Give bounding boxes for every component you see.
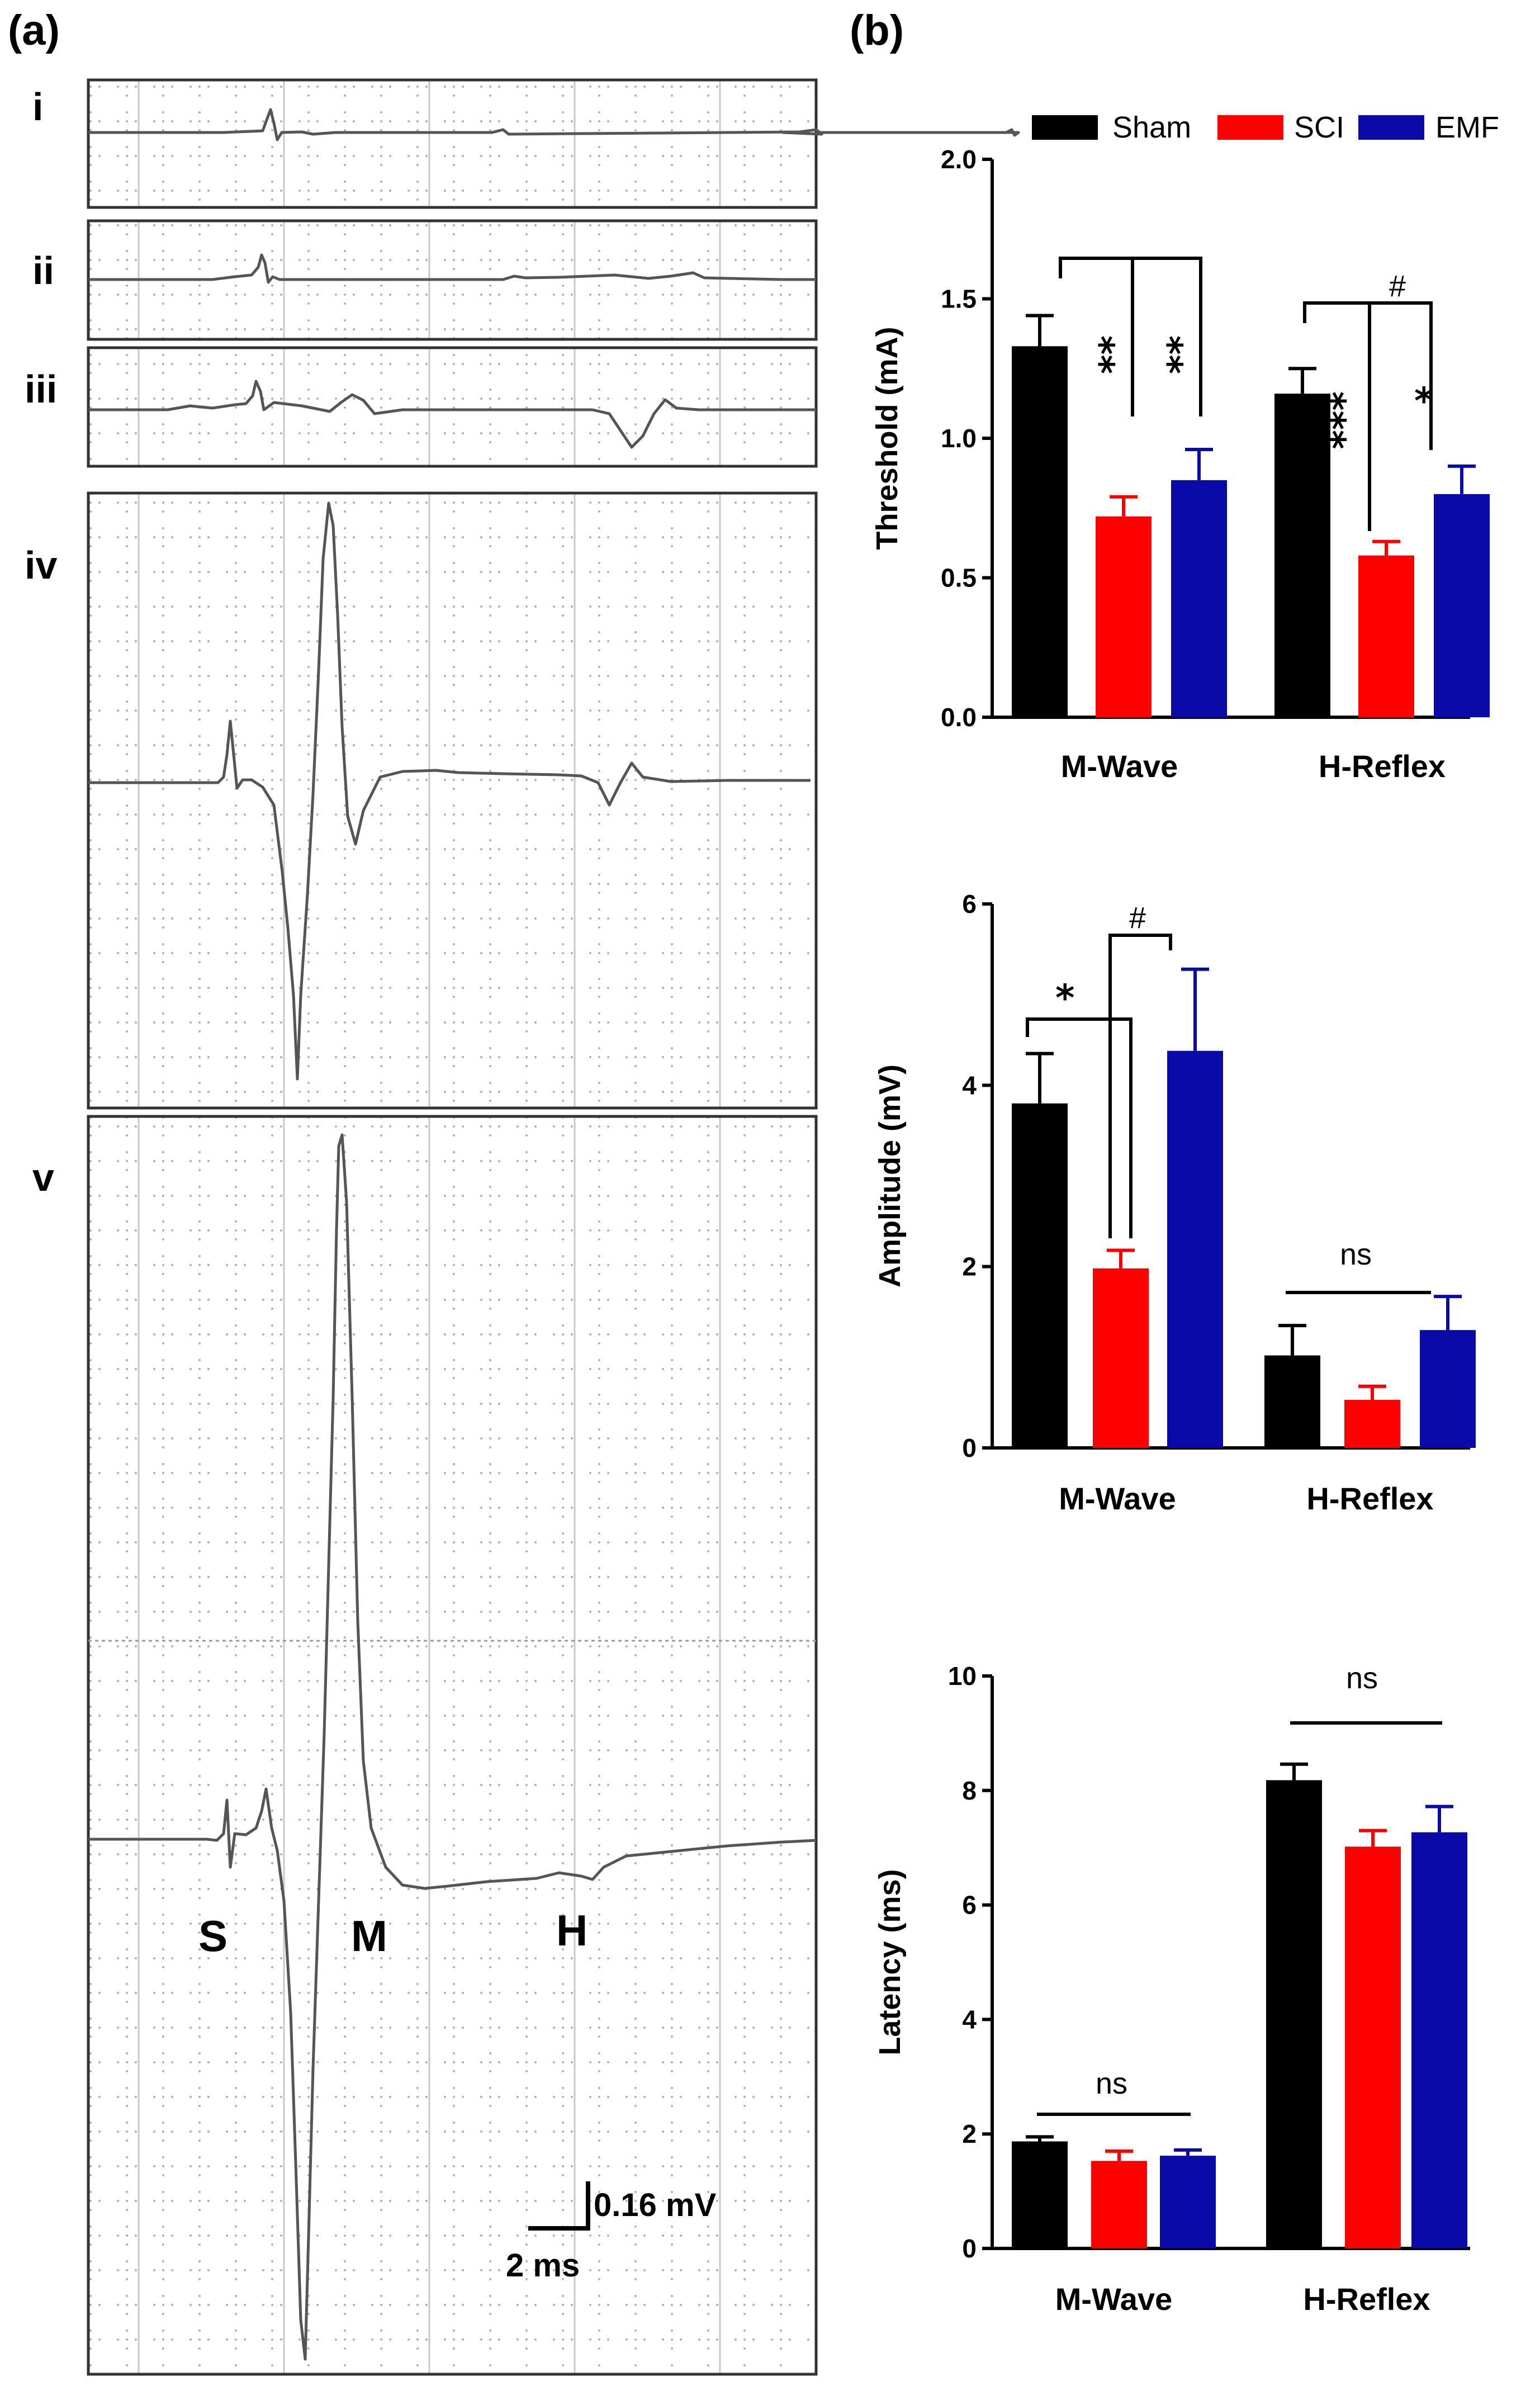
amplitude-m-right-hash: # — [1129, 901, 1146, 935]
bar-emf-h-reflex — [1420, 1330, 1476, 1448]
trace-iii-waveform — [88, 380, 816, 449]
bar-sci-m-wave — [1096, 516, 1152, 717]
bar-sci-m-wave — [1091, 2161, 1147, 2248]
bar-emf-m-wave — [1167, 1050, 1223, 1448]
amplitude-significance — [1026, 934, 1431, 1294]
trace-label-i: i — [32, 85, 43, 129]
y-axis-label: Latency (ms) — [873, 1869, 907, 2055]
y-tick-label: 6 — [962, 1891, 977, 1920]
panel-b-bar-charts: (b) Sham SCI EMF 0.0 0.5 1.0 1.5 2.0 Threshol… — [850, 7, 1499, 2317]
category-label: H-Reflex — [1319, 749, 1446, 784]
trace-box-3 — [87, 346, 818, 468]
y-axis-label: Amplitude (mV) — [873, 1064, 907, 1287]
panel-b-label: (b) — [850, 7, 904, 54]
trace-grid-5 — [88, 1116, 816, 2374]
y-tick-label: 2 — [962, 2119, 977, 2148]
trace-grid-4 — [88, 493, 816, 1108]
trace-label-iv: iv — [25, 543, 57, 587]
y-axis-label: Threshold (mA) — [870, 327, 904, 550]
threshold-m-emf-stars: ** — [1147, 335, 1190, 374]
latency-h-ns: ns — [1346, 1661, 1378, 1695]
h-wave-label: H — [556, 1906, 587, 1955]
bar-emf-h-reflex — [1411, 1832, 1467, 2248]
trace-i-waveform — [88, 108, 1020, 141]
y-tick-label: 2 — [962, 1252, 977, 1281]
y-tick-label: 4 — [962, 2005, 977, 2034]
category-label: M-Wave — [1055, 2281, 1173, 2317]
trace-ii-waveform — [88, 253, 816, 284]
bar-sci-h-reflex — [1345, 1846, 1401, 2248]
scale-bar: 0.16 mV 2 ms — [506, 2181, 717, 2284]
panel-a-label: (a) — [8, 7, 60, 54]
threshold-h-hash: # — [1389, 269, 1406, 303]
bar-emf-h-reflex — [1434, 494, 1490, 717]
bar-sham-h-reflex — [1264, 1355, 1320, 1448]
s-wave-label: S — [198, 1911, 228, 1961]
latency-significance — [1037, 1721, 1442, 2116]
trace-label-ii: ii — [32, 249, 54, 292]
latency-chart: 0 2 4 6 8 10 Latency (ms) M-Wave H-Reflex — [873, 1661, 1470, 2317]
legend-label-emf: EMF — [1435, 111, 1499, 144]
bar-sham-m-wave — [1012, 1103, 1068, 1448]
y-tick-label: 2.0 — [941, 145, 977, 174]
scale-bar-voltage: 0.16 mV — [594, 2187, 717, 2223]
bar-emf-m-wave — [1171, 480, 1227, 717]
threshold-m-sci-stars: ** — [1079, 335, 1122, 374]
panel-a-emg-traces: (a) i ii iii iv v S M H 0.16 mV 2 ms — [8, 7, 1020, 2376]
legend-label-sci: SCI — [1294, 111, 1344, 144]
y-tick-label: 6 — [962, 889, 977, 918]
trace-box-4 — [87, 491, 818, 1110]
bar-sham-h-reflex — [1266, 1780, 1322, 2248]
legend-label-sham: Sham — [1112, 111, 1191, 144]
legend-swatch-sham — [1032, 115, 1098, 140]
trace-label-iii: iii — [25, 367, 57, 411]
threshold-h-sci-stars: *** — [1310, 391, 1353, 449]
y-tick-label: 1.0 — [941, 424, 977, 453]
trace-iv-waveform — [88, 501, 811, 1081]
trace-box-5 — [87, 1115, 818, 2376]
threshold-h-emf-star: * — [1414, 380, 1434, 423]
m-wave-label: M — [351, 1911, 387, 1961]
amplitude-m-left-star: * — [1055, 977, 1075, 1020]
bar-sci-h-reflex — [1344, 1400, 1400, 1448]
category-label: M-Wave — [1059, 1481, 1176, 1516]
category-label: M-Wave — [1061, 749, 1178, 784]
category-label: H-Reflex — [1306, 1481, 1433, 1516]
amplitude-h-ns: ns — [1340, 1238, 1372, 1271]
trace-label-v: v — [32, 1156, 54, 1199]
y-tick-label: 0 — [962, 2234, 977, 2263]
legend-swatch-emf — [1358, 115, 1424, 140]
y-tick-label: 10 — [948, 1661, 977, 1691]
bar-sham-m-wave — [1012, 346, 1068, 717]
category-label: H-Reflex — [1303, 2281, 1430, 2317]
bar-sham-h-reflex — [1274, 394, 1330, 717]
y-tick-label: 0.0 — [941, 703, 977, 732]
bar-sci-m-wave — [1093, 1268, 1149, 1448]
amplitude-chart: 0 2 4 6 Amplitude (mV) M-Wave H-Reflex — [873, 889, 1476, 1516]
trace-v-waveform — [88, 1133, 817, 2361]
y-tick-label: 8 — [962, 1776, 977, 1805]
legend: Sham SCI EMF — [1032, 111, 1499, 144]
scale-bar-time: 2 ms — [506, 2247, 580, 2284]
threshold-significance — [1059, 257, 1433, 531]
trace-grid-1 — [88, 80, 816, 207]
bar-emf-m-wave — [1160, 2156, 1216, 2248]
latency-m-ns: ns — [1096, 2067, 1127, 2100]
y-tick-label: 4 — [962, 1071, 977, 1100]
legend-swatch-sci — [1217, 115, 1283, 140]
trace-box-1 — [87, 78, 818, 209]
y-tick-label: 0 — [962, 1433, 977, 1462]
threshold-chart: 0.0 0.5 1.0 1.5 2.0 Threshold (mA) M-Wave H-Ref… — [870, 145, 1490, 784]
bar-sci-h-reflex — [1358, 555, 1414, 717]
y-tick-label: 0.5 — [941, 564, 977, 593]
y-tick-label: 1.5 — [941, 285, 977, 314]
bar-sham-m-wave — [1012, 2141, 1068, 2248]
